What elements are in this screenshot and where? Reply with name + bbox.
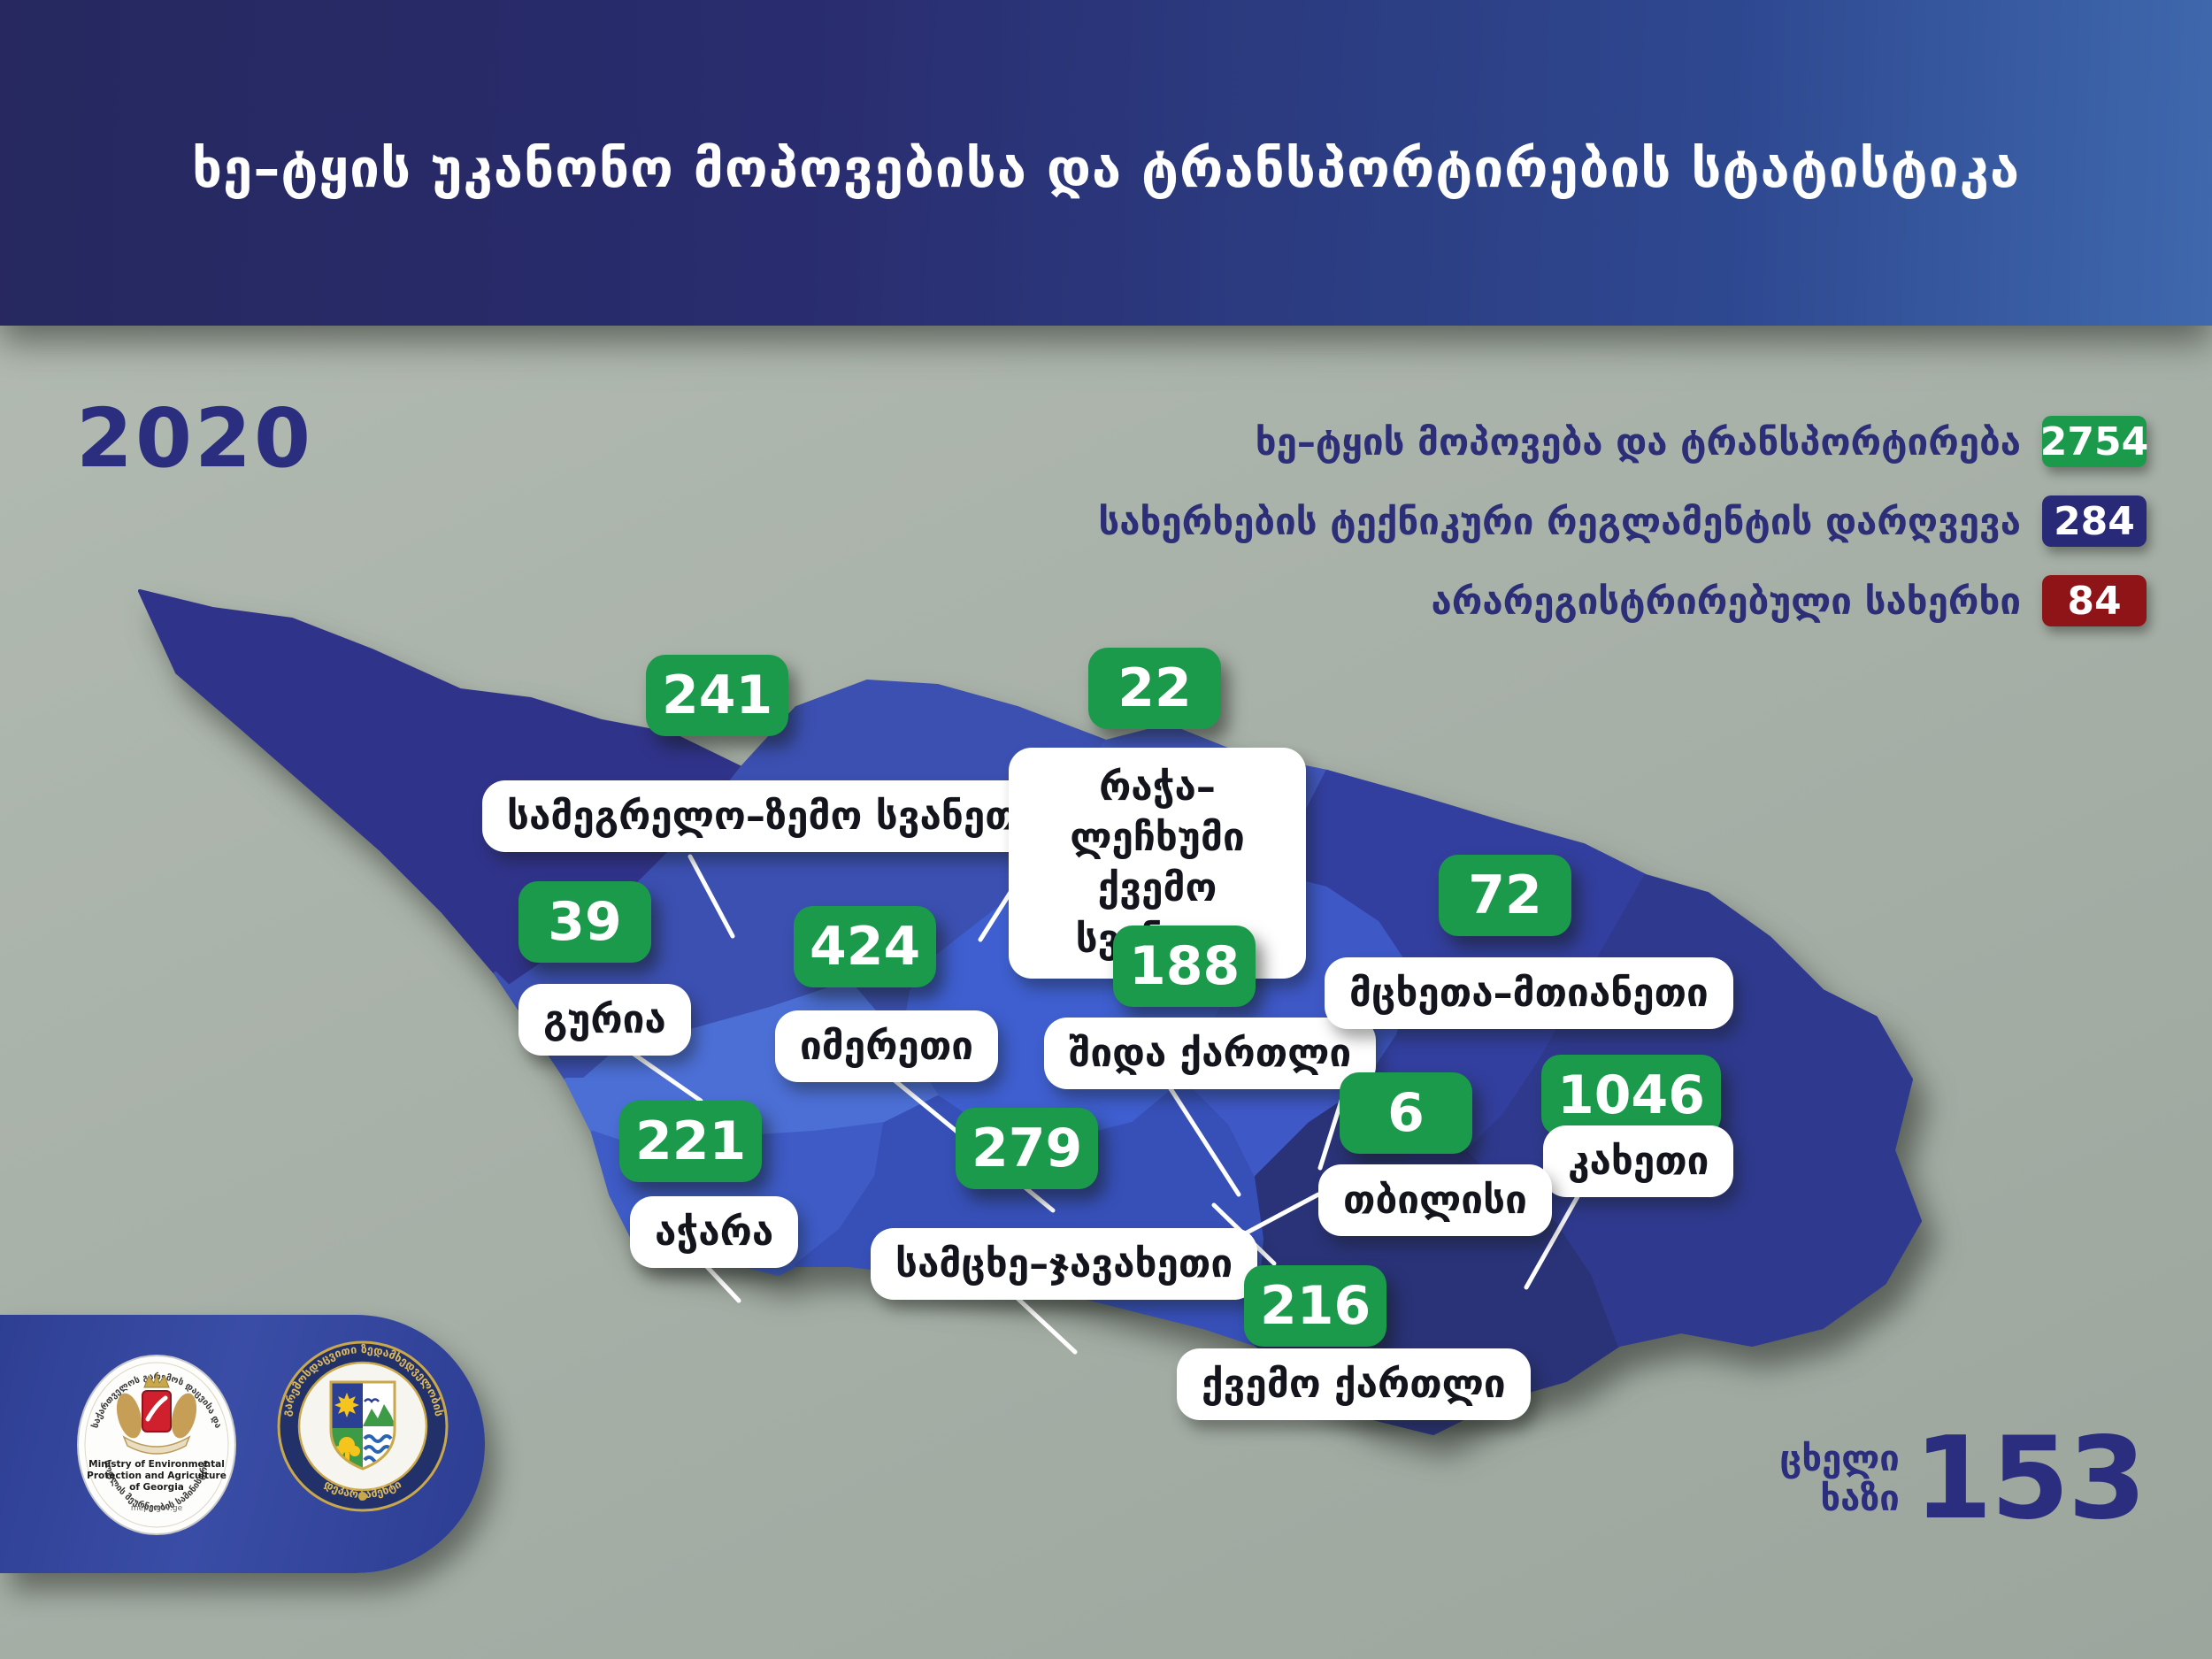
region-label-shida-kartli: შიდა ქართლი [1044, 1018, 1377, 1089]
legend-label: ხე–ტყის მოპოვება და ტრანსპორტირება [1255, 419, 2021, 464]
hotline-number: 153 [1913, 1413, 2147, 1545]
birds-icon [364, 1398, 380, 1403]
region-label-samtskhe: სამცხე–ჯავახეთი [871, 1228, 1258, 1300]
hotline-block: ცხელი ხაზი 153 [1780, 1413, 2147, 1545]
region-label-imereti: იმერეთი [775, 1010, 999, 1082]
value-badge-shida-kartli: 188 [1113, 926, 1256, 1007]
georgia-coat-of-arms-icon [116, 1371, 197, 1455]
hotline-word-2: ხაზი [1820, 1479, 1900, 1519]
ministry-seal-logo: საქართველოს გარემოს დაცვისა და სოფლის მე… [77, 1355, 236, 1535]
value-badge-mtskheta: 72 [1439, 855, 1571, 936]
legend-label: არარეგისტრირებული სახერხი [1431, 579, 2021, 623]
year-label: 2020 [76, 391, 314, 486]
legend-value-badge-navy: 284 [2042, 495, 2147, 547]
environmental-supervision-seal-logo: გარემოსდაცვითი ზედამხედველობის დეპარტამე… [277, 1340, 449, 1512]
region-label-tbilisi: თბილისი [1318, 1164, 1552, 1236]
legend-row-unregistered-sawmill: არარეგისტრირებული სახერხი 84 [1432, 575, 2147, 626]
legend-row-harvest: ხე–ტყის მოპოვება და ტრანსპორტირება 2754 [1255, 416, 2148, 467]
value-badge-tbilisi: 6 [1340, 1072, 1472, 1154]
legend-value-badge-red: 84 [2042, 575, 2147, 626]
value-badge-samegrelo: 241 [646, 655, 789, 736]
region-label-achara: აჭარა [630, 1196, 799, 1268]
ministry-website: mepa.gov.ge [131, 1504, 183, 1513]
value-badge-kakheti: 1046 [1541, 1055, 1721, 1136]
legend-row-sawmill-regulation: სახერხების ტექნიკური რეგლამენტის დარღვევ… [1098, 495, 2147, 547]
region-label-racha-line1: რაჭა–ლეჩხუმი [1070, 764, 1245, 861]
region-label-kakheti: კახეთი [1543, 1125, 1734, 1197]
legend-value-badge-green: 2754 [2040, 416, 2148, 467]
value-badge-guria: 39 [518, 881, 651, 963]
ministry-name-line2: Protection and Agriculture [87, 1471, 227, 1481]
value-badge-samtskhe: 279 [956, 1108, 1099, 1189]
logos-pill: საქართველოს გარემოს დაცვისა და სოფლის მე… [0, 1315, 485, 1573]
region-label-mtskheta: მცხეთა–მთიანეთი [1325, 957, 1733, 1029]
legend-label: სახერხების ტექნიკური რეგლამენტის დარღვევ… [1098, 499, 2021, 543]
value-badge-kvemo-kartli: 216 [1244, 1265, 1387, 1347]
region-label-samegrelo: სამეგრელო–ზემო სვანეთი [482, 780, 1064, 852]
region-label-kvemo-kartli: ქვემო ქართლი [1177, 1348, 1531, 1420]
region-label-guria: გურია [518, 984, 691, 1056]
sun-icon [334, 1393, 359, 1417]
page-title: ხე–ტყის უკანონო მოპოვებისა და ტრანსპორტი… [191, 138, 2021, 200]
mountains-icon [363, 1404, 395, 1426]
hotline-word-1: ცხელი [1779, 1439, 1900, 1480]
value-badge-racha: 22 [1088, 648, 1221, 729]
value-badge-imereti: 424 [794, 906, 937, 987]
value-badge-achara: 221 [619, 1101, 763, 1182]
header-band: ხე–ტყის უკანონო მოპოვებისა და ტრანსპორტი… [0, 0, 2212, 326]
ministry-name-line1: Ministry of Environmental [88, 1459, 225, 1470]
ministry-name-line3: of Georgia [129, 1482, 184, 1493]
hotline-words: ცხელი ხაზი [1780, 1440, 1900, 1519]
